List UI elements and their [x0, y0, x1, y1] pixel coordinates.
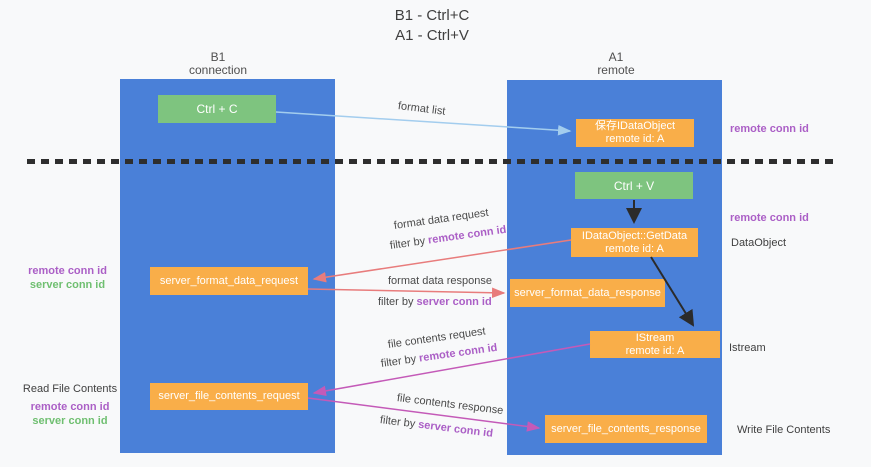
left-label-read-file-contents-group: Read File Contents remote conn id server… — [20, 382, 120, 428]
node-server-format-data-response: server_format_data_response — [510, 279, 665, 307]
remote-conn-id-text: remote conn id — [427, 223, 508, 247]
istream-line2: remote id: A — [625, 344, 685, 357]
node-idataobject-getdata: IDataObject::GetData remote id: A — [571, 228, 698, 257]
right-label-remote-conn-id-top: remote conn id — [730, 123, 809, 135]
node-ctrl-v: Ctrl + V — [575, 172, 693, 199]
filter-by-text: filter by — [379, 414, 419, 431]
lifeline-b1-name: B1 — [210, 50, 226, 64]
node-server-file-contents-request: server_file_contents_request — [150, 383, 308, 410]
left-read-file-contents: Read File Contents — [22, 383, 118, 395]
istream-line1: IStream — [635, 331, 675, 344]
right-label-write-file-contents: Write File Contents — [737, 424, 831, 436]
right-label-dataobject: DataObject — [731, 237, 787, 249]
lifeline-header-a1: A1 remote — [556, 51, 676, 77]
getdata-line2: remote id: A — [605, 242, 664, 255]
save-idataobject-line2: remote id: A — [605, 133, 665, 145]
lifeline-header-b1: B1 connection — [158, 51, 278, 77]
node-ctrl-c: Ctrl + C — [158, 95, 276, 123]
server-conn-id-text: server conn id — [416, 296, 492, 308]
getdata-line1: IDataObject::GetData — [581, 229, 688, 242]
label-format-list: format list — [397, 100, 447, 118]
title-line-1: B1 - Ctrl+C — [394, 7, 470, 24]
phase-divider-dashed-line — [27, 159, 833, 164]
server-format-data-request-label: server_format_data_request — [159, 274, 299, 287]
server-file-contents-response-label: server_file_contents_response — [551, 422, 701, 435]
lifeline-a1-role: remote — [597, 63, 635, 77]
right-label-istream: Istream — [729, 342, 766, 354]
label-filter-by-server-conn-id-1: filter by server conn id — [378, 296, 492, 308]
node-server-file-contents-response: server_file_contents_response — [545, 415, 707, 443]
node-save-idataobject: 保存IDataObject remote id: A — [576, 119, 694, 147]
lifeline-a1-name: A1 — [608, 50, 624, 64]
remote-conn-id-text: remote conn id — [418, 341, 499, 365]
server-conn-id-text: server conn id — [417, 418, 494, 440]
save-idataobject-line1: 保存IDataObject — [594, 120, 676, 132]
left-label-conn-ids-1: remote conn id server conn id — [20, 264, 115, 292]
filter-by-text: filter by — [389, 234, 429, 252]
server-format-data-response-label: server_format_data_response — [514, 286, 661, 299]
label-filter-by-server-conn-id-2: filter by server conn id — [379, 414, 493, 440]
left-server-conn-id-2: server conn id — [32, 415, 108, 427]
left-remote-conn-id-2: remote conn id — [30, 401, 110, 413]
node-server-format-data-request: server_format_data_request — [150, 267, 308, 295]
diagram-title: B1 - Ctrl+C A1 - Ctrl+V — [352, 6, 512, 46]
label-format-data-response: format data response — [388, 275, 492, 287]
left-server-conn-id-1: server conn id — [29, 279, 106, 291]
label-file-contents-response: file contents response — [396, 392, 504, 417]
lifeline-b1-role: connection — [188, 63, 248, 77]
left-remote-conn-id-1: remote conn id — [28, 265, 107, 277]
node-istream: IStream remote id: A — [590, 331, 720, 358]
filter-by-text: filter by — [380, 352, 420, 370]
server-file-contents-request-label: server_file_contents_request — [158, 390, 300, 402]
format-data-response-arrow — [307, 287, 506, 299]
ctrl-c-label: Ctrl + C — [196, 102, 238, 116]
filter-by-text: filter by — [378, 296, 417, 308]
right-label-remote-conn-id-mid: remote conn id — [730, 212, 809, 224]
title-line-2: A1 - Ctrl+V — [395, 27, 469, 44]
ctrl-v-label: Ctrl + V — [613, 178, 655, 193]
